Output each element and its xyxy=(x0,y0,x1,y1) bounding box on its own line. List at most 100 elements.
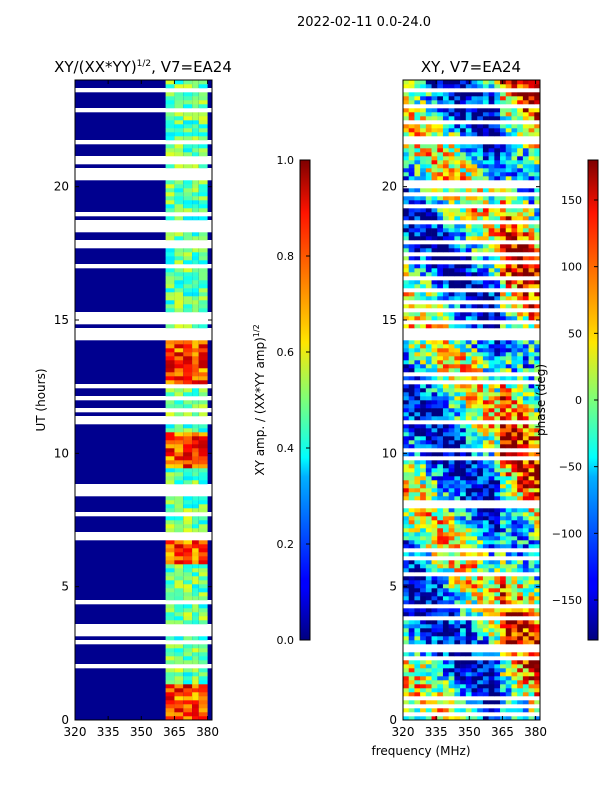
heatmap-cell xyxy=(477,652,484,657)
heatmap-cell xyxy=(174,248,184,253)
heatmap-cell xyxy=(511,708,518,713)
heatmap-cell xyxy=(534,304,540,309)
heatmap-cell xyxy=(408,248,415,253)
heatmap-cell xyxy=(420,612,427,617)
heatmap-cell xyxy=(165,392,175,397)
heatmap-cell xyxy=(511,112,518,117)
heatmap-cell xyxy=(494,80,501,85)
heatmap-cell xyxy=(420,172,427,177)
heatmap-cell xyxy=(494,536,501,541)
heatmap-cell xyxy=(431,640,438,645)
heatmap-cell xyxy=(408,468,415,473)
heatmap-cell xyxy=(414,484,421,489)
heatmap-cell xyxy=(460,196,467,201)
heatmap-cell xyxy=(408,528,415,533)
heatmap-cell xyxy=(465,708,472,713)
heatmap-cell xyxy=(505,580,512,585)
heatmap-cell xyxy=(420,488,427,493)
heatmap-cell xyxy=(183,612,193,617)
heatmap-cell xyxy=(465,660,472,665)
heatmap-cell xyxy=(460,468,467,473)
heatmap-cell xyxy=(522,664,529,669)
heatmap-cell xyxy=(471,444,478,449)
heatmap-cell xyxy=(522,368,529,373)
heatmap-cell xyxy=(165,472,175,477)
heatmap-cell xyxy=(437,244,444,249)
heatmap-cell xyxy=(442,496,449,501)
heatmap-cell xyxy=(198,480,208,485)
heatmap-cell xyxy=(465,628,472,633)
heatmap-cell xyxy=(465,128,472,133)
heatmap-cell xyxy=(500,384,507,389)
heatmap-cell xyxy=(488,476,495,481)
heatmap-cell xyxy=(442,580,449,585)
heatmap-cell xyxy=(437,148,444,153)
heatmap-cell xyxy=(505,404,512,409)
heatmap-cell xyxy=(448,284,455,289)
heatmap-cell xyxy=(471,700,478,705)
heatmap-cell xyxy=(534,676,540,681)
heatmap-cell xyxy=(460,612,467,617)
heatmap-cell xyxy=(494,236,501,241)
heatmap-cell xyxy=(403,256,410,261)
heatmap-cell xyxy=(448,116,455,121)
heatmap-cell xyxy=(408,144,415,149)
heatmap-cell xyxy=(534,468,540,473)
heatmap-cell xyxy=(477,688,484,693)
heatmap-cell xyxy=(528,472,535,477)
heatmap-cell xyxy=(198,572,208,577)
heatmap-cell xyxy=(414,268,421,273)
heatmap-cell xyxy=(500,520,507,525)
heatmap-cell xyxy=(437,408,444,413)
heatmap-cell xyxy=(198,452,208,457)
heatmap-cell xyxy=(403,324,410,329)
colorbar-tick-label: 0.6 xyxy=(277,346,295,359)
heatmap-cell xyxy=(414,684,421,689)
heatmap-cell xyxy=(174,636,184,641)
heatmap-cell xyxy=(517,168,524,173)
heatmap-cell xyxy=(431,112,438,117)
heatmap-cell xyxy=(437,396,444,401)
heatmap-cell xyxy=(454,536,461,541)
heatmap-cell xyxy=(465,384,472,389)
heatmap-cell xyxy=(505,452,512,457)
heatmap-cell xyxy=(477,620,484,625)
heatmap-cell xyxy=(183,716,193,720)
heatmap-cell xyxy=(408,692,415,697)
heatmap-cell xyxy=(505,348,512,353)
heatmap-cell xyxy=(414,596,421,601)
heatmap-cell xyxy=(511,508,518,513)
heatmap-cell xyxy=(505,416,512,421)
heatmap-cell xyxy=(420,484,427,489)
heatmap-cell xyxy=(494,360,501,365)
heatmap-cell xyxy=(500,664,507,669)
heatmap-cell xyxy=(482,272,489,277)
heatmap-cell xyxy=(465,212,472,217)
heatmap-cell xyxy=(517,528,524,533)
heatmap-cell xyxy=(522,100,529,105)
heatmap-cell xyxy=(448,348,455,353)
heatmap-cell xyxy=(183,704,193,709)
heatmap-cell xyxy=(505,700,512,705)
heatmap-cell xyxy=(183,96,193,101)
heatmap-cell xyxy=(500,196,507,201)
heatmap-cell xyxy=(437,588,444,593)
heatmap-cell xyxy=(488,532,495,537)
heatmap-cell xyxy=(442,172,449,177)
heatmap-cell xyxy=(534,600,540,605)
heatmap-cell xyxy=(414,480,421,485)
heatmap-cell xyxy=(420,472,427,477)
heatmap-cell xyxy=(477,484,484,489)
heatmap-cell xyxy=(414,716,421,720)
heatmap-cell xyxy=(165,500,175,505)
heatmap-cell xyxy=(431,324,438,329)
heatmap-cell xyxy=(505,132,512,137)
heatmap-cell xyxy=(517,404,524,409)
heatmap-cell xyxy=(477,464,484,469)
heatmap-cell xyxy=(198,500,208,505)
heatmap-cell xyxy=(408,588,415,593)
heatmap-cell xyxy=(500,292,507,297)
heatmap-cell xyxy=(425,532,432,537)
heatmap-cell xyxy=(494,624,501,629)
heatmap-cell xyxy=(192,524,199,529)
